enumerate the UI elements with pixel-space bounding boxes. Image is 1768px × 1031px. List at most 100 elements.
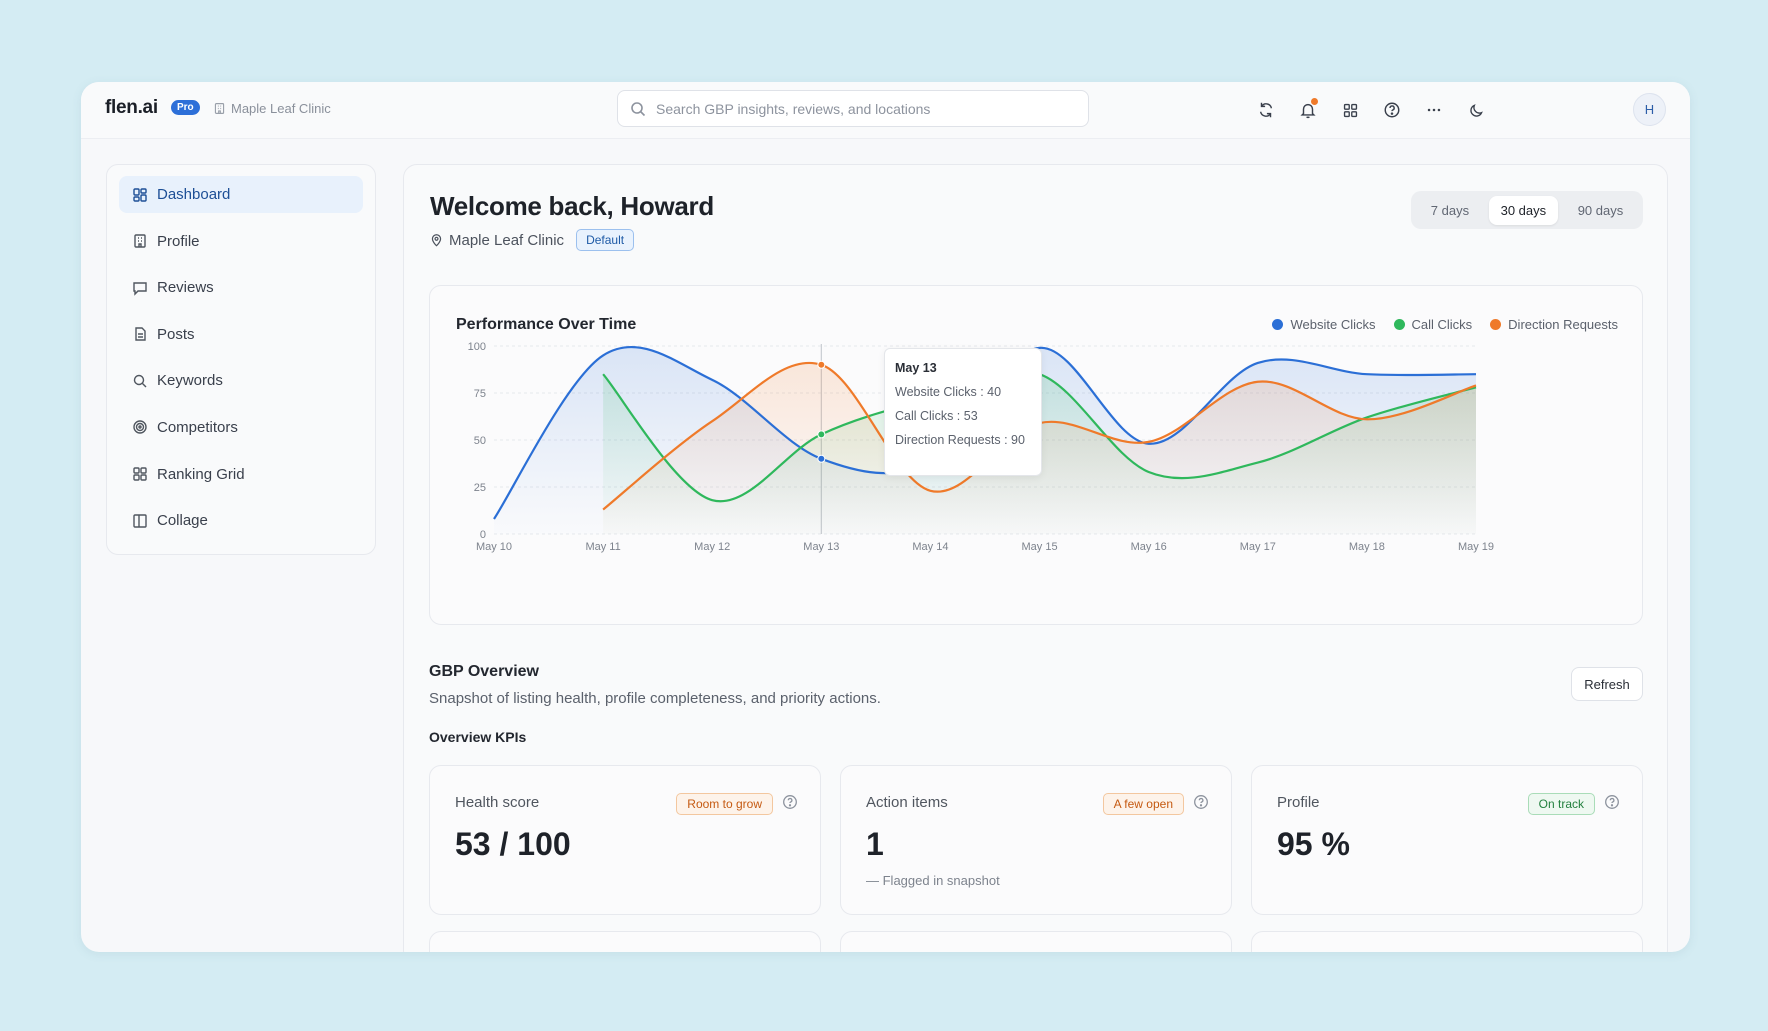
building-icon bbox=[214, 103, 225, 114]
kpi-card-action-items: Action items A few open 1 — Flagged in s… bbox=[840, 765, 1232, 915]
kpi-label: Action items bbox=[866, 794, 948, 811]
x-tick-label: May 11 bbox=[585, 541, 620, 553]
sidebar-item-label: Posts bbox=[157, 325, 195, 343]
message-icon bbox=[133, 281, 147, 296]
tooltip-title: May 13 bbox=[895, 361, 937, 375]
overview-subtitle: Snapshot of listing health, profile comp… bbox=[429, 690, 881, 707]
x-tick-label: May 19 bbox=[1458, 541, 1494, 553]
date-range-toggle: 7 days 30 days 90 days bbox=[1411, 191, 1643, 229]
hover-point bbox=[817, 454, 826, 463]
range-90-days[interactable]: 90 days bbox=[1577, 202, 1624, 218]
kpi-card-partial bbox=[840, 931, 1232, 952]
help-icon[interactable] bbox=[1378, 96, 1406, 124]
target-icon bbox=[133, 420, 147, 435]
sidebar-item-label: Dashboard bbox=[157, 186, 231, 203]
sidebar-item-label: Collage bbox=[157, 512, 208, 530]
search-input[interactable] bbox=[654, 99, 1088, 118]
location-pin-icon bbox=[431, 234, 442, 247]
page-title: Welcome back, Howard bbox=[430, 191, 714, 221]
hover-point bbox=[817, 360, 826, 369]
kpi-note: — Flagged in snapshot bbox=[866, 873, 1000, 888]
bell-icon[interactable] bbox=[1294, 96, 1322, 124]
chart-legend: Website Clicks Call Clicks Direction Req… bbox=[1272, 317, 1618, 332]
x-tick-label: May 17 bbox=[1240, 541, 1276, 553]
chart-title: Performance Over Time bbox=[456, 316, 637, 333]
app-logo[interactable]: flen.ai bbox=[105, 97, 158, 118]
y-tick-label: 100 bbox=[468, 341, 486, 353]
sidebar-item-collage[interactable]: Collage bbox=[119, 502, 363, 539]
sidebar-item-label: Ranking Grid bbox=[157, 465, 245, 483]
x-tick-label: May 12 bbox=[694, 541, 730, 553]
y-tick-label: 25 bbox=[474, 482, 486, 494]
sidebar-item-profile[interactable]: Profile bbox=[119, 223, 363, 260]
kpi-card-partial bbox=[1251, 931, 1643, 952]
range-7-days[interactable]: 7 days bbox=[1430, 202, 1470, 218]
status-badge: A few open bbox=[1102, 793, 1184, 815]
moon-icon[interactable] bbox=[1462, 96, 1490, 124]
org-selector[interactable]: Maple Leaf Clinic bbox=[213, 101, 331, 116]
default-badge: Default bbox=[576, 229, 635, 251]
grid-icon bbox=[133, 467, 147, 481]
sidebar-item-label: Keywords bbox=[157, 372, 223, 390]
grid-icon[interactable] bbox=[1336, 96, 1364, 124]
legend-swatch bbox=[1272, 319, 1284, 330]
sidebar-item-competitors[interactable]: Competitors bbox=[119, 409, 363, 446]
kpi-card-profile: Profile On track 95 % bbox=[1251, 765, 1643, 915]
kpi-heading: Overview KPIs bbox=[429, 729, 527, 745]
search-box[interactable] bbox=[617, 90, 1089, 127]
top-bar: flen.ai Pro Maple Leaf Clinic H bbox=[81, 82, 1690, 139]
sidebar-item-dashboard[interactable]: Dashboard bbox=[119, 176, 363, 213]
legend-label: Direction Requests bbox=[1508, 317, 1618, 332]
y-tick-label: 0 bbox=[480, 529, 486, 541]
sidebar-item-posts[interactable]: Posts bbox=[119, 316, 363, 353]
location-line: Maple Leaf Clinic Default bbox=[430, 229, 635, 251]
legend-item-direction-requests[interactable]: Direction Requests bbox=[1490, 317, 1618, 332]
x-tick-label: May 16 bbox=[1131, 541, 1167, 553]
more-icon[interactable] bbox=[1420, 96, 1448, 124]
legend-swatch bbox=[1393, 319, 1405, 330]
org-name: Maple Leaf Clinic bbox=[231, 101, 331, 116]
performance-chart-card: Performance Over Time Website Clicks Cal… bbox=[429, 285, 1643, 625]
kpi-label: Profile bbox=[1277, 794, 1320, 811]
kpi-value: 95 % bbox=[1277, 826, 1350, 862]
sidebar: Dashboard Profile Reviews Posts Keywords… bbox=[106, 164, 376, 555]
kpi-card-partial bbox=[429, 931, 821, 952]
building-icon bbox=[134, 234, 146, 248]
location-name: Maple Leaf Clinic bbox=[449, 231, 565, 249]
legend-label: Call Clicks bbox=[1411, 317, 1473, 332]
legend-item-call-clicks[interactable]: Call Clicks bbox=[1393, 317, 1473, 332]
search-icon bbox=[631, 101, 646, 116]
help-icon[interactable] bbox=[1193, 794, 1209, 810]
y-tick-label: 50 bbox=[474, 435, 486, 447]
overview-title: GBP Overview bbox=[429, 663, 539, 680]
kpi-value: 53 / 100 bbox=[455, 826, 571, 862]
tooltip-line: Direction Requests : 90 bbox=[895, 433, 1025, 447]
tooltip-line: Call Clicks : 53 bbox=[895, 409, 978, 423]
status-badge: Room to grow bbox=[676, 793, 773, 815]
refresh-icon[interactable] bbox=[1252, 96, 1280, 124]
x-tick-label: May 13 bbox=[803, 541, 839, 553]
sidebar-item-reviews[interactable]: Reviews bbox=[119, 269, 363, 306]
x-tick-label: May 14 bbox=[912, 541, 948, 553]
plan-badge: Pro bbox=[171, 100, 200, 115]
kpi-label: Health score bbox=[455, 794, 540, 811]
dashboard-icon bbox=[133, 187, 147, 202]
legend-swatch bbox=[1490, 319, 1502, 330]
sidebar-item-label: Competitors bbox=[157, 418, 238, 436]
refresh-button[interactable]: Refresh bbox=[1571, 667, 1643, 701]
sidebar-item-ranking-grid[interactable]: Ranking Grid bbox=[119, 456, 363, 493]
help-icon[interactable] bbox=[782, 794, 798, 810]
sidebar-item-keywords[interactable]: Keywords bbox=[119, 362, 363, 399]
avatar[interactable]: H bbox=[1633, 93, 1666, 126]
search-icon bbox=[133, 374, 147, 388]
document-icon bbox=[135, 327, 146, 341]
hover-point bbox=[817, 430, 826, 439]
help-icon[interactable] bbox=[1604, 794, 1620, 810]
tooltip-line: Website Clicks : 40 bbox=[895, 385, 1002, 399]
range-30-days[interactable]: 30 days bbox=[1488, 195, 1559, 225]
columns-icon bbox=[133, 513, 147, 528]
x-tick-label: May 18 bbox=[1349, 541, 1385, 553]
legend-item-website-clicks[interactable]: Website Clicks bbox=[1272, 317, 1376, 332]
sidebar-item-label: Reviews bbox=[157, 279, 214, 297]
main-content: Welcome back, Howard Maple Leaf Clinic D… bbox=[403, 164, 1668, 952]
